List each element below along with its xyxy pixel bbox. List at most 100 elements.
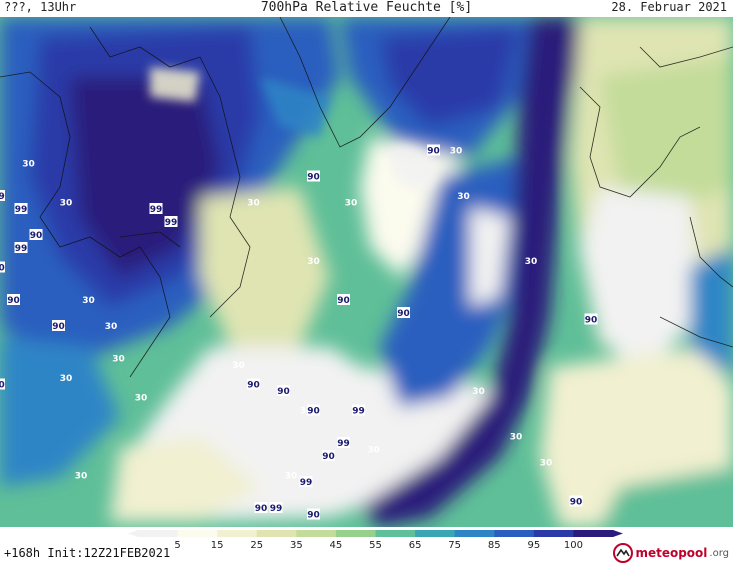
value-label-text: 30 <box>540 459 553 469</box>
value-label: 90 <box>277 385 290 397</box>
model-run-label: +168h Init:12Z21FEB2021 <box>4 546 171 560</box>
value-label: 30 <box>247 199 260 209</box>
value-label-text: 90 <box>570 498 583 508</box>
legend-swatch <box>494 530 535 537</box>
value-label: 90 <box>307 170 320 183</box>
value-label: 30 <box>105 322 118 332</box>
value-label: 90 <box>569 495 583 508</box>
value-label-text: 30 <box>472 387 485 397</box>
value-label: 30 <box>472 387 485 397</box>
value-label-text: 99 <box>15 244 28 254</box>
coastlines <box>0 17 733 378</box>
value-label: 30 <box>300 407 313 417</box>
value-label: 99 <box>14 242 28 254</box>
value-label-text: 30 <box>510 433 523 443</box>
value-label-text: 30 <box>457 192 470 202</box>
legend-tick-label: 85 <box>488 540 501 550</box>
legend-swatch <box>335 530 376 537</box>
value-label-text: 90 <box>0 381 5 391</box>
value-label-text: 30 <box>307 257 320 267</box>
value-label-text: 90 <box>255 504 268 514</box>
value-label: 99 <box>352 404 365 417</box>
value-label-text: 90 <box>307 407 320 417</box>
value-label-text: 99 <box>165 218 178 228</box>
value-label: 30 <box>450 147 463 157</box>
value-label-text: 90 <box>397 309 410 319</box>
value-label: 30 <box>82 296 95 306</box>
value-label: 30 <box>285 472 298 482</box>
valid-time-label: ???, 13Uhr <box>4 0 77 14</box>
value-label: 90 <box>397 307 410 319</box>
value-label: 30 <box>60 199 73 209</box>
value-label-text: 90 <box>337 296 350 306</box>
value-label-text: 30 <box>300 407 313 417</box>
value-label: 90 <box>0 378 5 391</box>
value-label-text: 99 <box>352 407 365 417</box>
legend-swatch <box>573 530 614 537</box>
value-label: 30 <box>345 199 358 209</box>
value-label-text: 90 <box>247 381 260 391</box>
value-label: 90 <box>307 404 320 417</box>
value-label-text: 90 <box>277 387 290 397</box>
value-label: 90 <box>427 144 440 157</box>
value-label-text: 99 <box>0 192 5 202</box>
value-label-text: 90 <box>7 296 20 306</box>
legend-swatch <box>415 530 456 537</box>
value-label-text: 90 <box>0 264 5 274</box>
value-label: 99 <box>0 190 5 202</box>
legend-max-arrow <box>613 530 623 537</box>
value-label-text: 30 <box>247 199 260 209</box>
legend-tick-label: 55 <box>369 540 382 550</box>
legend-tick-label: 75 <box>448 540 461 550</box>
value-label-text: 90 <box>30 231 43 241</box>
value-label-text: 90 <box>322 452 335 462</box>
humidity-field <box>0 17 733 527</box>
meteopool-logo: meteopool .org <box>613 543 729 563</box>
legend-tick-label: 65 <box>409 540 422 550</box>
value-label: 90 <box>322 450 335 462</box>
value-label: 90 <box>337 294 350 306</box>
value-label: 90 <box>584 313 598 326</box>
legend-tick-label: 5 <box>174 540 180 550</box>
legend-swatch <box>375 530 416 537</box>
value-label-text: 99 <box>150 205 163 215</box>
value-label: 30 <box>75 472 88 482</box>
value-label: 90 <box>7 294 20 306</box>
value-label: 30 <box>510 433 523 443</box>
value-label-text: 99 <box>270 504 283 514</box>
value-label: 99 <box>299 476 313 488</box>
value-labels: 9990999999909990999090909930909099903030… <box>0 144 598 521</box>
value-label: 30 <box>60 374 73 384</box>
value-label-text: 90 <box>585 316 598 326</box>
map-title: 700hPa Relative Feuchte [%] <box>260 0 473 15</box>
value-label: 30 <box>540 459 553 469</box>
value-label: 90 <box>0 261 5 274</box>
value-label: 99 <box>269 502 283 514</box>
legend-tick-label: 45 <box>330 540 343 550</box>
logo-text: meteopool <box>635 546 708 560</box>
value-label-text: 30 <box>60 374 73 384</box>
value-label-text: 99 <box>337 439 350 449</box>
legend-tick-label: 95 <box>527 540 540 550</box>
value-label: 99 <box>164 216 178 228</box>
value-label: 30 <box>525 257 538 267</box>
value-label: 90 <box>307 508 320 521</box>
value-label-text: 30 <box>285 472 298 482</box>
value-label: 90 <box>29 229 43 241</box>
legend-swatch <box>177 530 218 537</box>
value-label-text: 30 <box>105 322 118 332</box>
value-label-text: 30 <box>525 257 538 267</box>
value-label: 90 <box>254 502 268 514</box>
value-label-text: 99 <box>300 478 313 488</box>
value-label-text: 30 <box>450 147 463 157</box>
value-label-text: 90 <box>427 147 440 157</box>
humidity-map: 9990999999909990999090909930909099903030… <box>0 17 733 527</box>
value-label-text: 30 <box>75 472 88 482</box>
value-label-text: 90 <box>52 322 65 332</box>
value-label: 30 <box>112 355 125 365</box>
value-label-text: 30 <box>60 199 73 209</box>
value-label-text: 30 <box>135 394 148 404</box>
logo-icon <box>613 543 634 563</box>
legend-swatch <box>256 530 297 537</box>
value-label-text: 30 <box>112 355 125 365</box>
